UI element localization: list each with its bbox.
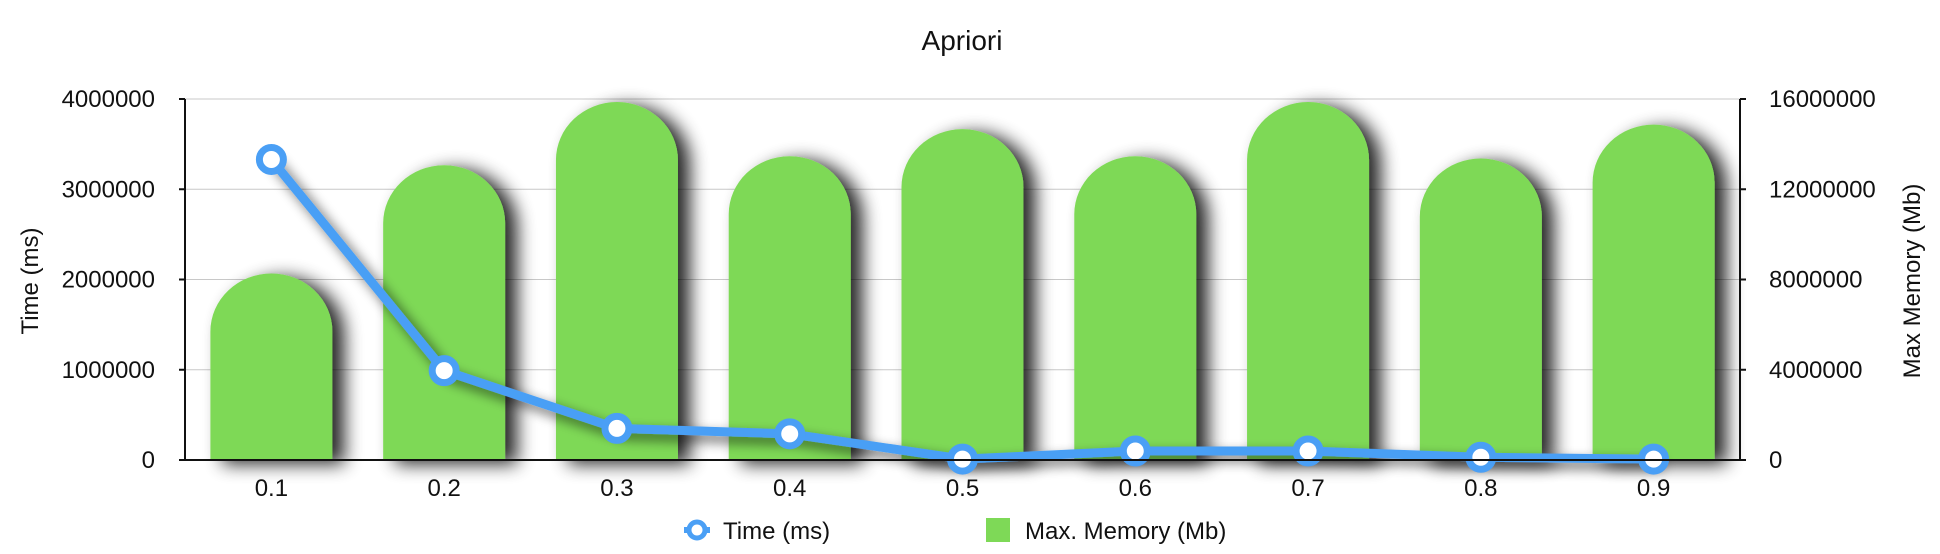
x-tick-label: 0.4 xyxy=(773,475,806,502)
x-tick-label: 0.5 xyxy=(946,475,979,502)
legend: Time (ms) Max. Memory (Mb) xyxy=(684,518,1226,545)
right-tick-label: 12000000 xyxy=(1769,176,1876,203)
memory-bar xyxy=(210,273,333,460)
legend-label-time: Time (ms) xyxy=(723,518,830,545)
chart-title: Apriori xyxy=(922,25,1003,56)
legend-marker-icon xyxy=(686,519,708,541)
memory-bar xyxy=(555,102,678,460)
left-tick-label: 0 xyxy=(142,447,155,474)
memory-bar xyxy=(901,129,1024,460)
time-point xyxy=(774,418,806,450)
right-tick-label: 0 xyxy=(1769,447,1782,474)
legend-item-time: Time (ms) xyxy=(684,518,830,545)
right-tick-label: 4000000 xyxy=(1769,357,1862,384)
right-axis-ticks: 0 4000000 8000000 12000000 16000000 xyxy=(1740,86,1876,474)
memory-bar xyxy=(1419,158,1542,460)
x-tick-label: 0.1 xyxy=(255,475,288,502)
x-tick-label: 0.7 xyxy=(1291,475,1324,502)
left-tick-label: 4000000 xyxy=(62,86,155,113)
time-point xyxy=(1465,441,1497,473)
y2-axis-title: Max Memory (Mb) xyxy=(1899,184,1926,379)
y-axis-title: Time (ms) xyxy=(17,227,44,334)
time-point xyxy=(255,143,287,175)
x-axis-ticks: 0.1 0.2 0.3 0.4 0.5 0.6 0.7 0.8 0.9 xyxy=(255,475,1671,502)
left-tick-label: 3000000 xyxy=(62,176,155,203)
left-axis-ticks: 0 1000000 2000000 3000000 4000000 xyxy=(62,86,185,474)
right-tick-label: 8000000 xyxy=(1769,267,1862,294)
memory-bar xyxy=(1592,124,1715,460)
legend-label-memory: Max. Memory (Mb) xyxy=(1025,518,1226,545)
x-tick-label: 0.8 xyxy=(1464,475,1497,502)
memory-bar xyxy=(1074,156,1197,460)
memory-bar xyxy=(728,156,851,460)
memory-bar xyxy=(1247,102,1370,460)
left-tick-label: 2000000 xyxy=(62,267,155,294)
x-tick-label: 0.6 xyxy=(1119,475,1152,502)
time-point xyxy=(1119,435,1151,467)
bar-series xyxy=(210,102,1715,460)
x-tick-label: 0.9 xyxy=(1637,475,1670,502)
time-point xyxy=(601,412,633,444)
legend-bar-swatch xyxy=(986,518,1010,542)
time-point xyxy=(1292,435,1324,467)
time-point xyxy=(428,355,460,387)
right-tick-label: 16000000 xyxy=(1769,86,1876,113)
memory-bar xyxy=(383,165,506,460)
left-tick-label: 1000000 xyxy=(62,357,155,384)
x-tick-label: 0.3 xyxy=(600,475,633,502)
legend-item-memory: Max. Memory (Mb) xyxy=(986,518,1226,545)
x-tick-label: 0.2 xyxy=(427,475,460,502)
